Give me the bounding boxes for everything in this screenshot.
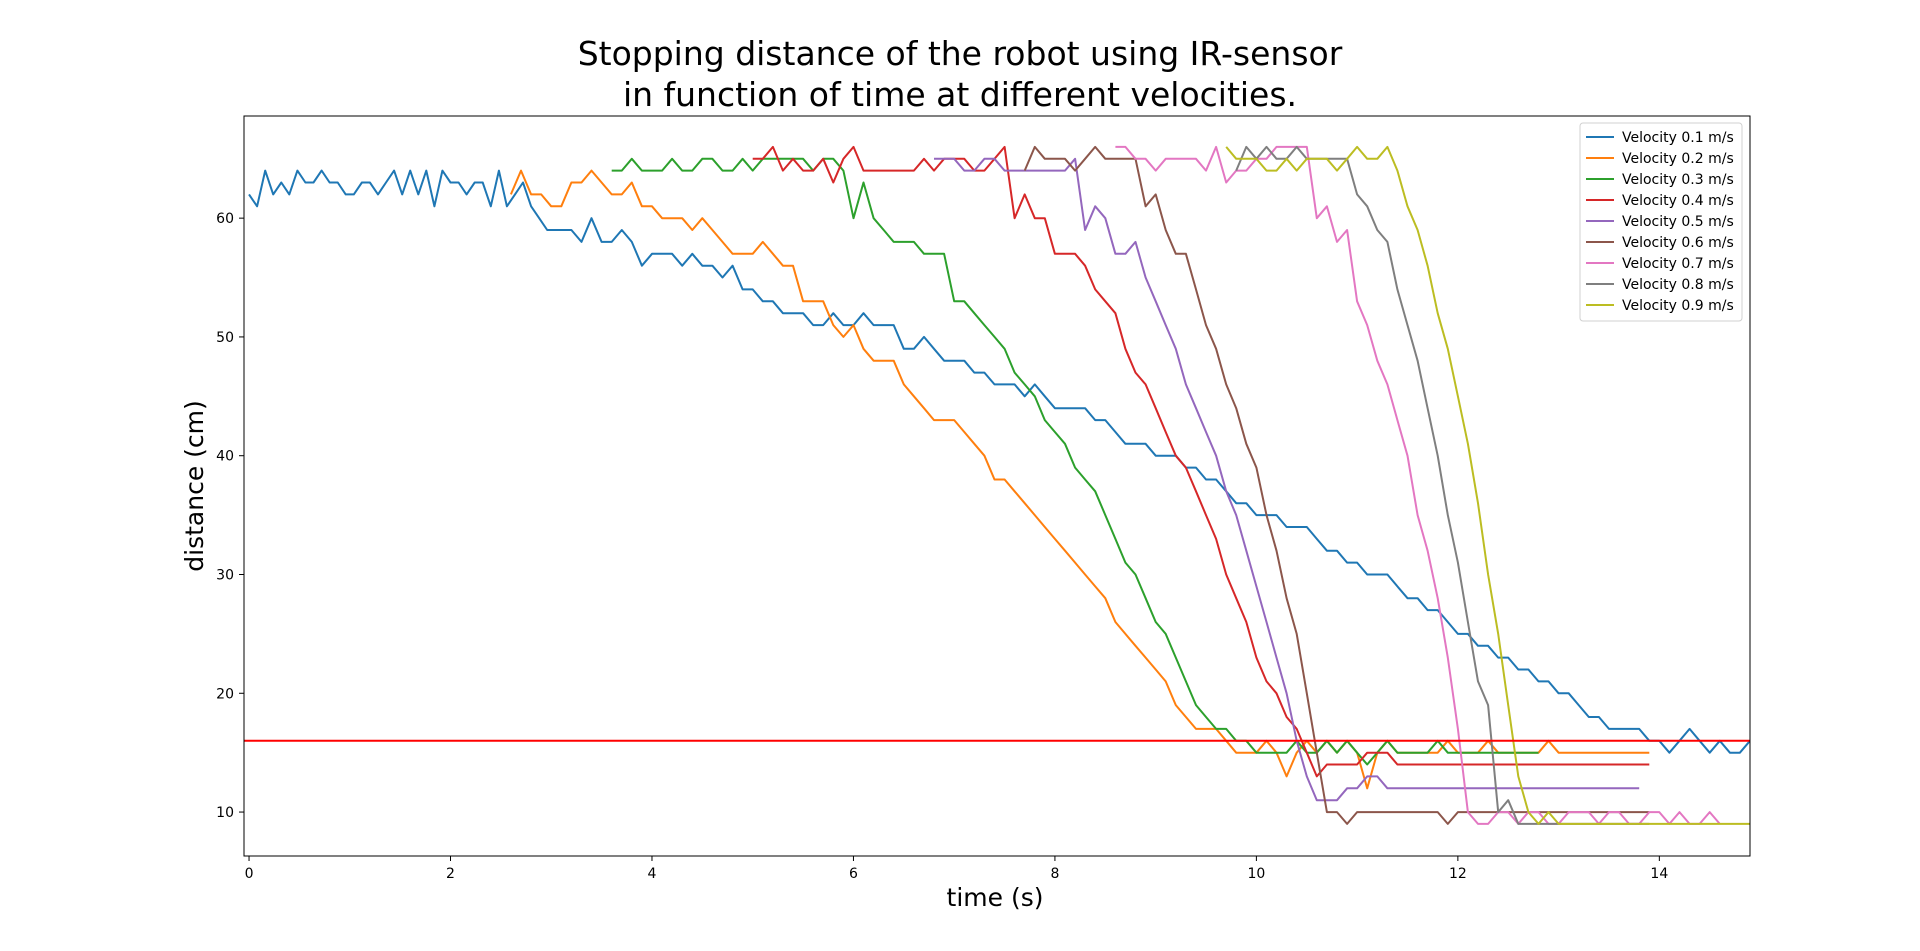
series-line-6 [1023,145,1650,825]
legend-label: Velocity 0.9 m/s [1622,298,1734,314]
series-line-2 [509,169,1650,790]
legend-box [1579,122,1743,322]
chart-title-line-2: in function of time at different velocit… [623,75,1297,114]
chart-title-line-1: Stopping distance of the robot using IR-… [578,34,1343,73]
series-line-4 [752,145,1650,778]
x-tick-label: 14 [1650,866,1668,882]
y-tick-label: 10 [216,805,234,821]
series-line-7 [1115,145,1721,825]
plot-frame [243,115,1751,857]
y-tick-label: 60 [216,211,234,227]
legend-label: Velocity 0.4 m/s [1622,193,1734,209]
legend-label: Velocity 0.3 m/s [1622,172,1734,188]
x-axis-ticks: 0 2 4 6 8 10 12 14 [245,856,1668,882]
y-tick-label: 20 [216,686,234,702]
legend-label: Velocity 0.1 m/s [1622,130,1734,146]
y-axis-ticks: 10 20 30 40 50 60 [216,211,244,821]
x-tick-label: 4 [648,866,657,882]
legend-label: Velocity 0.2 m/s [1622,151,1734,167]
legend-label: Velocity 0.5 m/s [1622,214,1734,230]
x-tick-label: 10 [1247,866,1265,882]
legend-label: Velocity 0.7 m/s [1622,256,1734,272]
series-layer [248,145,1750,825]
series-line-1 [248,169,1750,754]
x-tick-label: 8 [1050,866,1059,882]
x-tick-label: 6 [849,866,858,882]
series-line-3 [611,157,1539,766]
series-line-5 [934,157,1640,802]
legend: Velocity 0.1 m/s Velocity 0.2 m/s Velocity… [1579,122,1743,322]
y-tick-label: 30 [216,567,234,583]
y-tick-label: 50 [216,330,234,346]
x-tick-label: 2 [446,866,455,882]
x-tick-label: 0 [245,866,254,882]
y-axis-label: distance (cm) [180,400,209,571]
x-tick-label: 12 [1449,866,1467,882]
y-tick-label: 40 [216,449,234,465]
x-axis-label: time (s) [947,883,1044,912]
series-line-9 [1225,145,1750,825]
legend-label: Velocity 0.6 m/s [1622,235,1734,251]
legend-label: Velocity 0.8 m/s [1622,277,1734,293]
